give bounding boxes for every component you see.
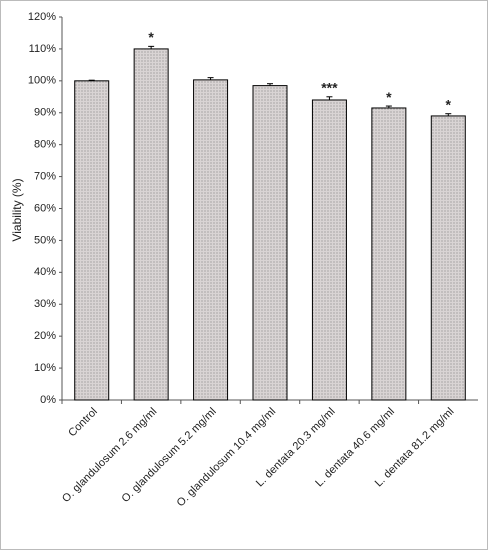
bar	[371, 107, 407, 401]
bar	[311, 99, 347, 401]
bar	[74, 80, 110, 401]
x-tick-label: O. glandulosum 10.4 mg/ml	[175, 406, 279, 510]
y-tick-label: 100%	[28, 75, 56, 87]
y-axis-label: Viability (%)	[10, 178, 24, 241]
y-tick-label: 50%	[34, 234, 56, 246]
significance-label: ***	[321, 79, 338, 95]
y-tick-label: 30%	[34, 298, 56, 310]
bar	[252, 85, 288, 401]
significance-label: *	[148, 29, 154, 45]
bar	[193, 79, 229, 401]
bar	[430, 115, 466, 401]
y-tick-label: 0%	[40, 394, 56, 406]
y-tick-label: 20%	[34, 330, 56, 342]
y-tick-label: 90%	[34, 107, 56, 119]
bar	[133, 48, 169, 401]
significance-label: *	[446, 96, 452, 112]
y-tick-label: 70%	[34, 170, 56, 182]
x-tick-label: O. glandulosum 2.6 mg/ml	[60, 406, 159, 505]
x-tick-label: Control	[66, 406, 100, 440]
significance-label: *	[386, 89, 392, 105]
y-tick-label: 10%	[34, 362, 56, 374]
y-tick-label: 60%	[34, 202, 56, 214]
y-tick-label: 110%	[29, 43, 57, 55]
x-tick-label: O. glandulosum 5.2 mg/ml	[119, 406, 218, 505]
y-tick-label: 40%	[34, 266, 56, 278]
y-tick-label: 80%	[34, 139, 56, 151]
y-tick-label: 120%	[28, 11, 56, 23]
